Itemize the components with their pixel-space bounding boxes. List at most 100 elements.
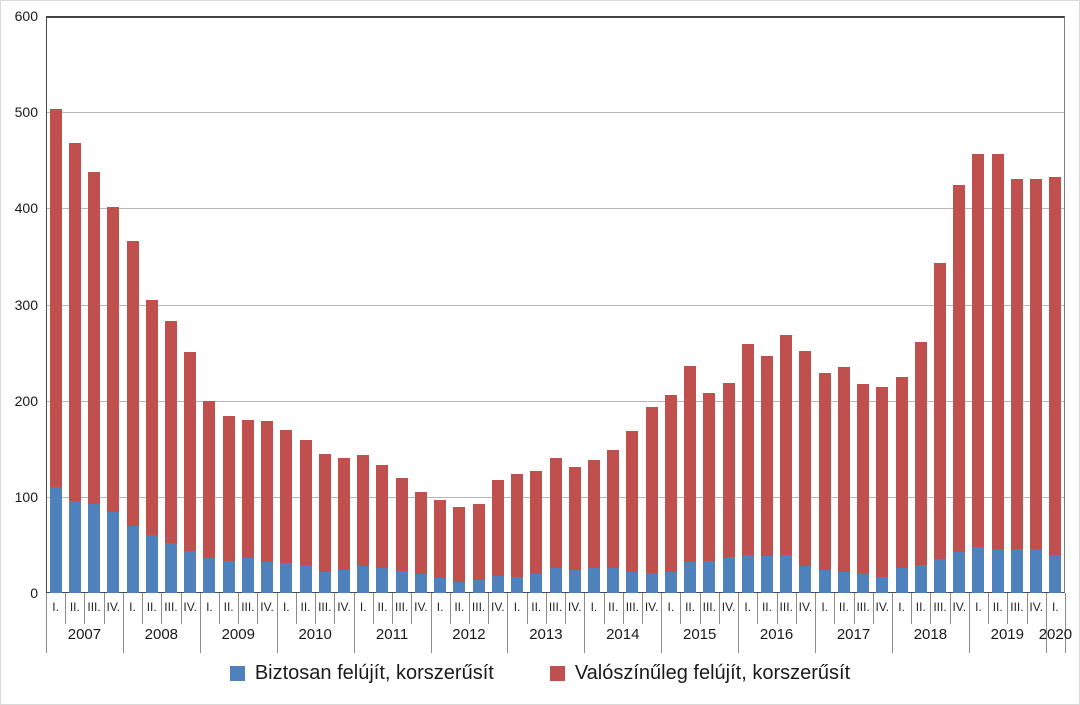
bar-segment-valoszinuleg <box>357 455 370 567</box>
bar-segment-biztosan <box>145 535 158 593</box>
bar-segment-valoszinuleg <box>934 263 947 560</box>
bar-segment-valoszinuleg <box>261 420 274 563</box>
quarter-label: I. <box>975 600 982 614</box>
quarter-tick <box>334 593 336 624</box>
bar-segment-valoszinuleg <box>203 400 216 559</box>
year-label: 2011 <box>375 626 409 643</box>
bar-segment-biztosan <box>760 556 773 593</box>
quarter-label: IV. <box>106 600 121 614</box>
bar-segment-valoszinuleg <box>568 467 581 570</box>
bar-segment-valoszinuleg <box>991 153 1004 549</box>
bar-segment-biztosan <box>626 571 639 593</box>
bar-segment-biztosan <box>376 567 389 593</box>
quarter-tick <box>161 593 163 624</box>
year-separator-tick <box>122 593 124 653</box>
bar-segment-biztosan <box>741 555 754 593</box>
bar-segment-valoszinuleg <box>68 142 81 501</box>
quarter-tick <box>930 593 932 624</box>
quarter-tick <box>776 593 778 624</box>
bar-segment-valoszinuleg <box>472 503 485 581</box>
y-axis-label: 300 <box>14 296 38 313</box>
year-label: 2019 <box>990 626 1024 643</box>
year-separator-tick <box>507 593 509 653</box>
bar-segment-valoszinuleg <box>241 419 254 559</box>
quarter-tick <box>872 593 874 624</box>
bar-segment-biztosan <box>241 558 254 593</box>
legend-label-valoszinuleg: Valószínűleg felújít, korszerűsít <box>574 662 851 684</box>
bar-segment-biztosan <box>491 575 504 593</box>
bar-segment-biztosan <box>837 571 850 593</box>
quarter-label: IV. <box>183 600 197 614</box>
y-axis-label: 400 <box>14 200 38 217</box>
year-separator-tick <box>661 593 663 653</box>
quarter-label: I. <box>667 600 675 614</box>
legend: Biztosan felújít, korszerűsít Valószínűl… <box>1 662 1079 685</box>
year-separator-tick <box>1045 593 1047 653</box>
quarter-tick <box>545 593 547 624</box>
quarter-label: III. <box>164 600 178 614</box>
bar-segment-valoszinuleg <box>972 153 985 547</box>
quarter-label: I. <box>206 600 213 614</box>
bar-segment-valoszinuleg <box>914 342 927 566</box>
quarter-tick <box>372 593 374 624</box>
y-axis-label: 100 <box>14 488 38 505</box>
quarter-label: III. <box>779 600 793 614</box>
year-label: 2009 <box>221 626 255 643</box>
quarter-tick <box>565 593 567 624</box>
quarter-tick <box>526 593 528 624</box>
bar-segment-valoszinuleg <box>107 207 120 513</box>
bar-segment-biztosan <box>395 570 408 593</box>
year-label: 2018 <box>913 626 948 643</box>
bar-segment-valoszinuleg <box>145 299 158 536</box>
bar-segment-valoszinuleg <box>895 376 908 568</box>
bar-segment-biztosan <box>1010 548 1023 593</box>
bar-segment-biztosan <box>280 563 293 593</box>
bar-segment-biztosan <box>953 551 966 593</box>
bar-segment-valoszinuleg <box>587 460 600 568</box>
quarter-tick <box>603 593 605 624</box>
y-axis-label: 0 <box>30 585 38 601</box>
quarter-label: III. <box>702 600 716 614</box>
year-separator-tick <box>199 593 201 653</box>
quarter-label: IV. <box>337 600 351 614</box>
bar-segment-biztosan <box>914 565 927 593</box>
bar-segment-biztosan <box>972 546 985 593</box>
gridline <box>47 400 1064 402</box>
bar-segment-biztosan <box>261 562 274 593</box>
quarter-tick <box>911 593 913 624</box>
bar-segment-valoszinuleg <box>1049 176 1062 556</box>
year-separator-tick <box>276 593 278 653</box>
year-separator-tick <box>353 593 355 653</box>
year-separator-tick <box>968 593 970 653</box>
quarter-label: IV. <box>875 600 890 614</box>
bar-segment-valoszinuleg <box>626 431 639 572</box>
bar-segment-biztosan <box>472 580 485 593</box>
quarter-tick <box>142 593 144 624</box>
bar-segment-biztosan <box>1049 555 1062 593</box>
year-separator-tick <box>815 593 817 653</box>
quarter-label: III. <box>395 600 409 614</box>
bar-segment-valoszinuleg <box>184 351 197 551</box>
year-separator-tick <box>738 593 740 653</box>
y-axis-label: 200 <box>14 392 38 409</box>
quarter-label: IV. <box>1029 600 1043 614</box>
quarter-label: II. <box>685 600 696 614</box>
quarter-label: III. <box>87 600 101 614</box>
bar-segment-biztosan <box>68 500 81 593</box>
bar-segment-biztosan <box>222 561 235 593</box>
bar-segment-biztosan <box>664 571 677 593</box>
bar-segment-valoszinuleg <box>453 507 466 583</box>
quarter-tick <box>718 593 720 624</box>
bar-segment-biztosan <box>703 561 716 593</box>
bar-segment-biztosan <box>338 569 350 593</box>
gridline <box>47 304 1064 306</box>
bar-segment-biztosan <box>607 567 620 593</box>
bar-segment-biztosan <box>511 576 524 593</box>
year-separator-tick <box>584 593 586 653</box>
quarter-tick <box>642 593 644 624</box>
year-label: 2015 <box>683 626 717 643</box>
bar-segment-valoszinuleg <box>414 492 427 574</box>
bar-segment-biztosan <box>203 558 216 593</box>
quarter-tick <box>853 593 855 624</box>
